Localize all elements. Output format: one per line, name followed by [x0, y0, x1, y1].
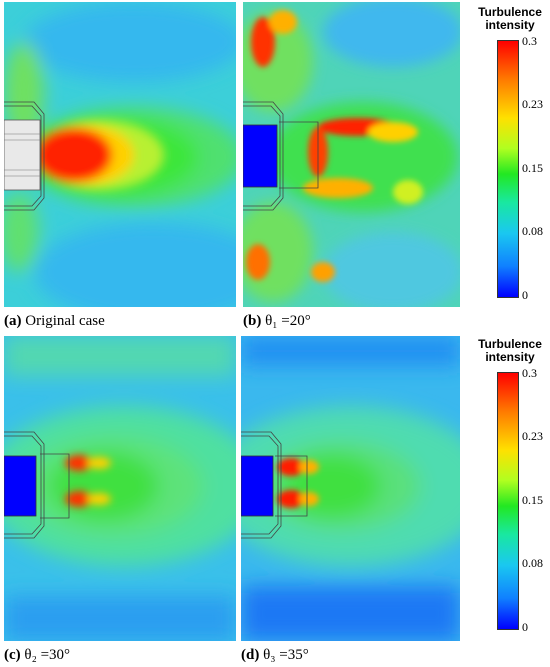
panel-b-theta1-20: [243, 2, 460, 307]
caption-a: (a) Original case: [4, 313, 105, 330]
caption-d-label: θ₃ =35°: [259, 647, 309, 663]
caption-b-label: θ₁ =20°: [261, 313, 311, 329]
panel-a-original-case: [4, 2, 236, 307]
caption-b: (b) θ₁ =20°: [243, 313, 311, 330]
caption-c: (c) θ₂ =30°: [4, 647, 70, 664]
colorbar-2-title-line2: intensity: [485, 350, 535, 364]
caption-c-letter: (c): [4, 647, 21, 663]
colorbar-2-tick: 0.08: [522, 556, 543, 570]
colorbar-2-tick: 0.15: [522, 493, 543, 507]
caption-a-letter: (a): [4, 313, 22, 329]
colorbar-1-tick: 0.15: [522, 161, 543, 175]
colorbar-2-title: Turbulence intensity: [465, 338, 550, 364]
colorbar-2: [497, 372, 519, 630]
caption-d: (d) θ₃ =35°: [241, 647, 309, 664]
panel-c-theta2-30: [4, 336, 236, 641]
colorbar-2-title-line1: Turbulence: [478, 337, 542, 351]
colorbar-1-tick: 0.23: [522, 97, 543, 111]
caption-d-letter: (d): [241, 647, 260, 663]
caption-b-letter: (b): [243, 313, 262, 329]
colorbar-1: [497, 40, 519, 298]
caption-a-label: Original case: [21, 313, 105, 329]
colorbar-1-title-line1: Turbulence: [478, 5, 542, 19]
colorbar-2-tick: 0.23: [522, 429, 543, 443]
colorbar-1-title-line2: intensity: [485, 18, 535, 32]
panel-d-contour: [241, 336, 460, 641]
colorbar-2-tick: 0: [522, 620, 528, 634]
caption-c-label: θ₂ =30°: [20, 647, 71, 663]
colorbar-1-tick: 0.3: [522, 34, 537, 48]
colorbar-1-title: Turbulence intensity: [465, 6, 550, 32]
panel-d-theta3-35: [241, 336, 460, 641]
panel-a-contour: [4, 2, 236, 307]
colorbar-1-tick: 0: [522, 288, 528, 302]
panel-c-contour: [4, 336, 236, 641]
colorbar-1-tick: 0.08: [522, 224, 543, 238]
colorbar-2-tick: 0.3: [522, 366, 537, 380]
panel-b-contour: [243, 2, 460, 307]
